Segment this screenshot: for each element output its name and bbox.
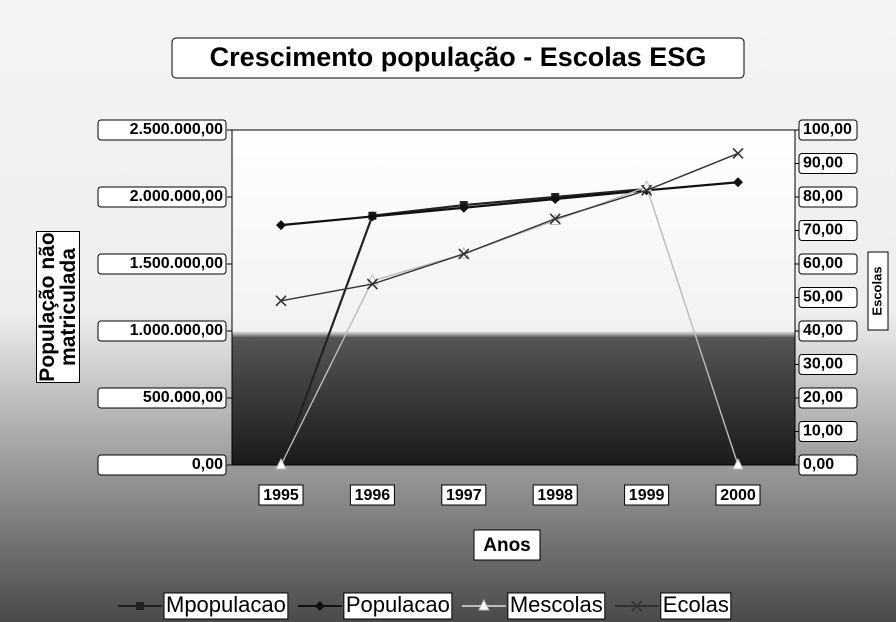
y2-tick-box (798, 354, 858, 375)
y2-tick-box (798, 186, 858, 208)
x-tick-box (715, 484, 761, 506)
marker (276, 220, 286, 231)
series (275, 147, 744, 307)
series-line (280, 186, 739, 466)
y2-tick-label: 20,00 (803, 389, 843, 406)
legend-item: Mpopulacao (118, 592, 289, 620)
marker (366, 278, 378, 290)
y-tick-label: 0,00 (192, 456, 223, 473)
y-axis-label: População não matriculada (36, 231, 80, 383)
legend-label: Mescolas (510, 592, 603, 617)
y-tick-box (97, 253, 227, 275)
marker (458, 202, 469, 213)
x-tick-box (258, 484, 304, 506)
x-tick-label: 1998 (537, 487, 573, 504)
marker (550, 194, 561, 205)
legend-item: Populacao (297, 592, 453, 620)
y2-tick-label: 40,00 (803, 322, 843, 339)
marker (549, 213, 561, 225)
y2-tick-label: 80,00 (803, 188, 843, 205)
chart-title: Crescimento população - Escolas ESG (210, 42, 707, 72)
y-tick-label: 500.000,00 (143, 389, 223, 406)
marker (733, 177, 743, 188)
y2-tick-box (798, 454, 858, 476)
series (276, 177, 743, 231)
marker (478, 598, 490, 611)
marker (367, 211, 378, 222)
y2-tick-label: 50,00 (803, 289, 843, 306)
y-tick-label: 2.500.000,00 (130, 121, 224, 138)
marker (275, 295, 287, 307)
y2-tick-box (798, 119, 858, 141)
plot-area (231, 129, 796, 466)
x-tick-label: 2000 (720, 487, 756, 504)
series-line (280, 152, 739, 302)
y-tick-box (97, 387, 227, 409)
y2-tick-label: 30,00 (803, 356, 843, 373)
y2-tick-label: 90,00 (803, 155, 843, 172)
y-tick-label: 1.000.000,00 (130, 322, 224, 339)
marker (136, 602, 144, 610)
x-tick-label: 1996 (355, 487, 391, 504)
x-axis-label: Anos (483, 535, 531, 556)
y2-tick-label: 100,00 (803, 121, 852, 138)
y2-tick-label: 70,00 (803, 222, 843, 239)
y-tick-box (97, 320, 227, 342)
legend-label: Mpopulacao (166, 592, 286, 617)
x-tick-label: 1997 (446, 487, 482, 504)
y2-tick-box (798, 253, 858, 275)
legend-box (507, 592, 606, 620)
legend-box (660, 592, 732, 620)
x-tick-label: 1995 (263, 487, 299, 504)
marker (732, 147, 744, 160)
y2-tick-box (798, 387, 858, 409)
marker (458, 248, 470, 260)
legend-box (163, 592, 289, 620)
marker (732, 457, 744, 470)
x-tick-box (532, 484, 578, 506)
x-tick-box (441, 484, 487, 506)
y2-tick-box (798, 220, 858, 241)
x-label-box (473, 529, 541, 561)
x-tick-box (349, 484, 395, 506)
y-tick-box (97, 119, 227, 141)
marker (641, 184, 653, 196)
legend-item: Mescolas (461, 592, 606, 620)
y2-tick-box (798, 153, 858, 174)
x-tick-label: 1999 (629, 487, 665, 504)
x-tick-box (624, 484, 670, 506)
legend-box (343, 592, 453, 620)
y2-tick-label: 0,00 (803, 456, 834, 473)
legend-label: Populacao (346, 592, 450, 617)
marker (275, 457, 287, 470)
y-tick-box (97, 186, 227, 208)
y2-tick-box (798, 287, 858, 308)
y2-tick-label: 10,00 (803, 423, 843, 440)
y2-tick-box (798, 421, 858, 442)
y2-axis-label: Escolas (869, 266, 884, 315)
title-box (171, 37, 745, 79)
y2-tick-label: 60,00 (803, 255, 843, 272)
y-tick-label: 2.000.000,00 (130, 188, 224, 205)
series-line (280, 181, 739, 227)
y2-tick-box (798, 320, 858, 342)
legend-item: Ecolas (614, 592, 732, 620)
marker (631, 600, 643, 612)
y-tick-label: 1.500.000,00 (130, 255, 224, 272)
marker (314, 601, 325, 611)
legend-label: Ecolas (663, 592, 729, 617)
y-tick-box (97, 454, 227, 476)
y2-label-box (867, 251, 889, 331)
